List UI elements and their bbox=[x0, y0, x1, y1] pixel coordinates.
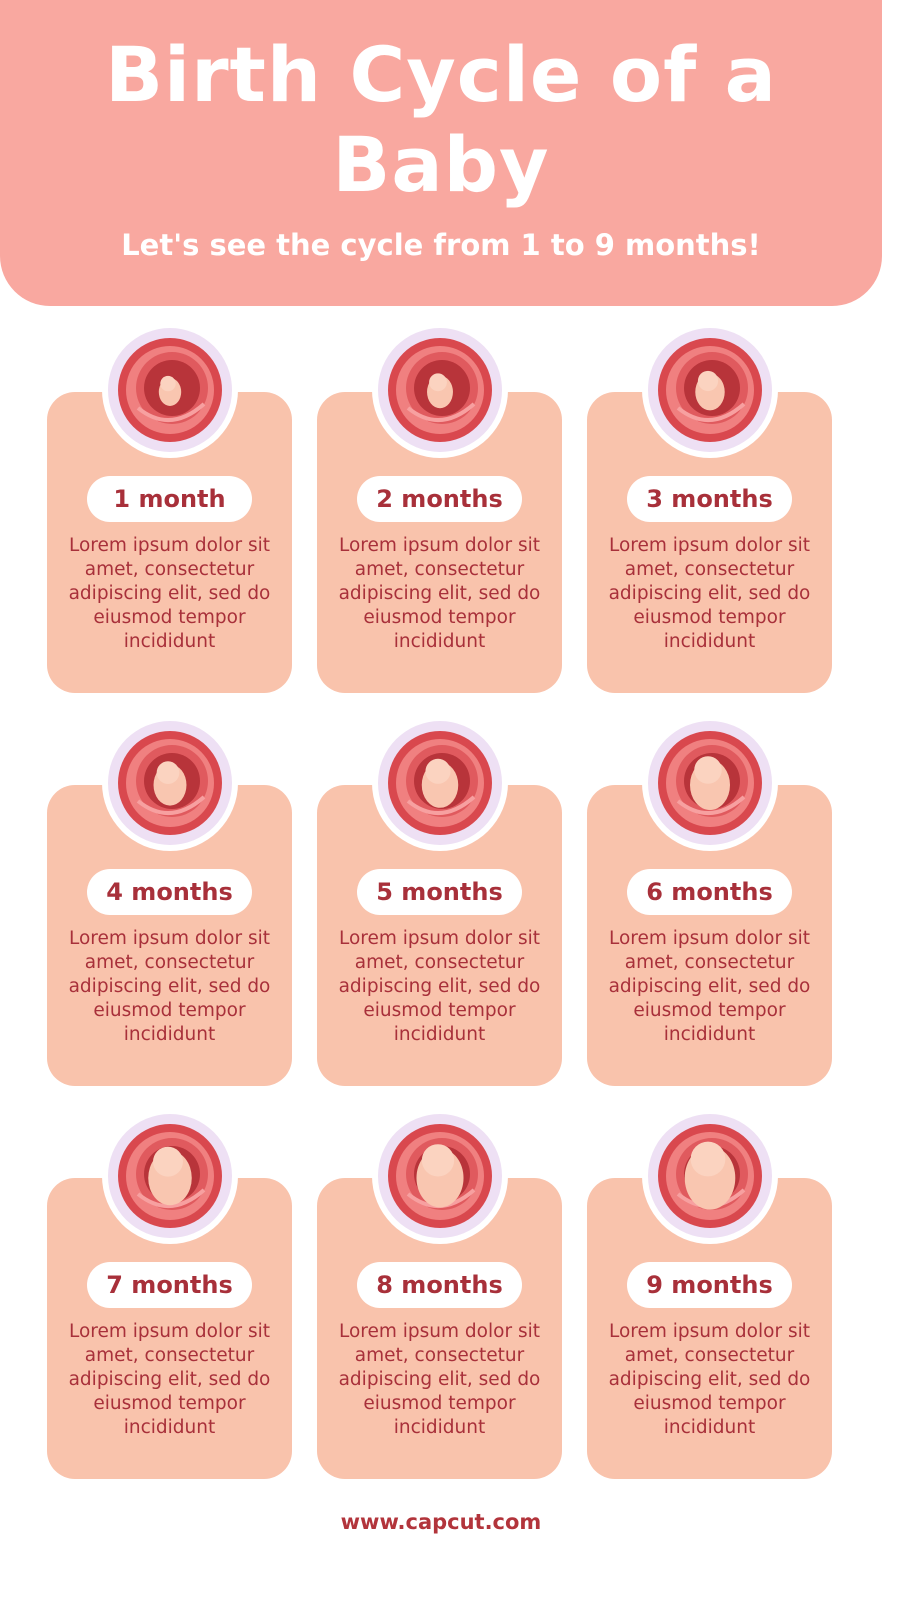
stage-card: 5 months Lorem ipsum dolor sit amet, con… bbox=[317, 715, 562, 1086]
page-title: Birth Cycle of a Baby bbox=[105, 30, 777, 209]
fetus-4-months-icon bbox=[107, 721, 232, 845]
fetus-1-month-icon bbox=[107, 328, 232, 452]
stage-label: 6 months bbox=[627, 869, 792, 915]
stage-description: Lorem ipsum dolor sit amet, consectetur … bbox=[68, 535, 271, 652]
stage-card: 2 months Lorem ipsum dolor sit amet, con… bbox=[317, 322, 562, 693]
stage-label: 1 month bbox=[87, 476, 252, 522]
stage-description: Lorem ipsum dolor sit amet, consectetur … bbox=[608, 1321, 811, 1438]
header-banner: Birth Cycle of a Baby Let's see the cycl… bbox=[0, 0, 882, 306]
fetus-2-months-icon bbox=[377, 328, 502, 452]
stage-label: 7 months bbox=[87, 1262, 252, 1308]
fetus-9-months-icon bbox=[647, 1114, 772, 1238]
stage-label: 9 months bbox=[627, 1262, 792, 1308]
stage-card: 1 month Lorem ipsum dolor sit amet, cons… bbox=[47, 322, 292, 693]
stage-label: 4 months bbox=[87, 869, 252, 915]
fetus-6-months-icon bbox=[647, 721, 772, 845]
stage-description: Lorem ipsum dolor sit amet, consectetur … bbox=[68, 1321, 271, 1438]
page-subtitle: Let's see the cycle from 1 to 9 months! bbox=[121, 228, 761, 262]
stage-description: Lorem ipsum dolor sit amet, consectetur … bbox=[338, 928, 541, 1045]
stage-card: 9 months Lorem ipsum dolor sit amet, con… bbox=[587, 1108, 832, 1479]
fetus-7-months-icon bbox=[107, 1114, 232, 1238]
stage-label: 8 months bbox=[357, 1262, 522, 1308]
stage-card: 4 months Lorem ipsum dolor sit amet, con… bbox=[47, 715, 292, 1086]
stage-card: 3 months Lorem ipsum dolor sit amet, con… bbox=[587, 322, 832, 693]
stage-description: Lorem ipsum dolor sit amet, consectetur … bbox=[608, 535, 811, 652]
fetus-8-months-icon bbox=[377, 1114, 502, 1238]
footer-url[interactable]: www.capcut.com bbox=[340, 1510, 542, 1534]
stage-label: 2 months bbox=[357, 476, 522, 522]
stage-description: Lorem ipsum dolor sit amet, consectetur … bbox=[68, 928, 271, 1045]
stage-description: Lorem ipsum dolor sit amet, consectetur … bbox=[338, 1321, 541, 1438]
fetus-3-months-icon bbox=[647, 328, 772, 452]
stage-label: 5 months bbox=[357, 869, 522, 915]
stage-card: 7 months Lorem ipsum dolor sit amet, con… bbox=[47, 1108, 292, 1479]
stage-card: 8 months Lorem ipsum dolor sit amet, con… bbox=[317, 1108, 562, 1479]
stage-description: Lorem ipsum dolor sit amet, consectetur … bbox=[338, 535, 541, 652]
stage-description: Lorem ipsum dolor sit amet, consectetur … bbox=[608, 928, 811, 1045]
stage-card: 6 months Lorem ipsum dolor sit amet, con… bbox=[587, 715, 832, 1086]
fetus-5-months-icon bbox=[377, 721, 502, 845]
stage-label: 3 months bbox=[627, 476, 792, 522]
